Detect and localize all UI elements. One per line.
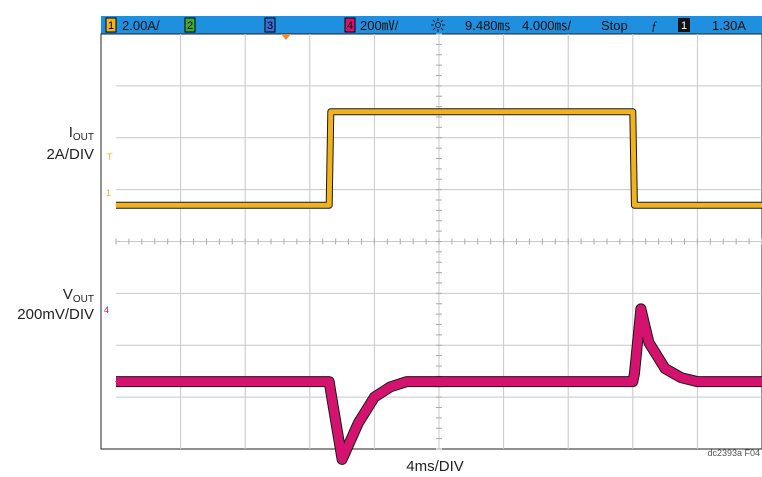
data-point-vout <box>696 381 699 383</box>
data-point-vout <box>373 396 375 398</box>
ch4-badge-box <box>344 17 356 33</box>
data-point-vout <box>406 381 408 383</box>
ch1-trigger-marker: T <box>107 152 113 162</box>
vout-label: VOUT <box>0 286 94 308</box>
ch3-badge-box <box>264 17 276 33</box>
data-point-iout <box>330 111 332 113</box>
run-state: Stop <box>601 18 628 33</box>
ch1-badge-box <box>105 17 117 33</box>
data-point-vout <box>330 391 332 393</box>
traces <box>115 108 762 465</box>
vout-label-main: V <box>62 286 73 303</box>
trigger-delay: 9.480㎳ <box>465 18 511 33</box>
data-point-vout <box>632 381 634 383</box>
x-axis-label: 4ms/DIV <box>406 458 464 475</box>
data-point-vout <box>341 458 343 460</box>
iout-label: IOUT <box>0 124 94 146</box>
data-point-vout <box>680 377 682 379</box>
data-point-iout <box>115 204 117 206</box>
data-point-vout <box>328 381 330 383</box>
ch1-ground-marker: 1 <box>106 188 111 198</box>
trace-iout <box>116 109 762 208</box>
iout-label-main: I <box>68 124 73 141</box>
vout-label-sub: OUT <box>72 294 94 305</box>
data-point-vout <box>648 342 650 344</box>
data-point-iout <box>632 111 634 113</box>
vout-scale-label: 200mV/DIV <box>17 306 94 323</box>
ch1-badge: 1 <box>108 20 114 32</box>
channel-markers: T 1 4 <box>104 34 291 315</box>
figure-credit: dc2393a F04 <box>707 448 760 458</box>
data-point-vout <box>115 381 117 383</box>
trigger-position-marker <box>281 34 291 40</box>
acquire-spark-icon <box>431 18 445 32</box>
trigger-edge-icon: ƒ <box>651 18 658 33</box>
data-point-vout <box>640 308 642 310</box>
timebase: 4.000㎳/ <box>522 18 572 33</box>
trigger-level: 1.30A <box>712 18 746 33</box>
ch2-badge-box <box>184 17 196 33</box>
plot-area: T 1 4 <box>100 33 762 465</box>
trigger-source-badge: 1 <box>681 20 687 32</box>
data-point-vout <box>357 422 359 424</box>
status-bar: 1 2.00A/ 2 3 4 200㎷/ 9.480㎳ 4.000㎳/ Stop… <box>101 16 762 34</box>
data-point-iout <box>328 204 330 206</box>
data-point-vout <box>633 373 636 375</box>
ch2-badge: 2 <box>187 20 193 32</box>
data-point-vout <box>664 368 666 370</box>
iout-scale-label: 2A/DIV <box>46 146 94 163</box>
ch4-badge: 4 <box>347 20 353 32</box>
trigger-source-badge-box <box>678 18 690 32</box>
ch4-scale: 200㎷/ <box>360 18 399 33</box>
ch4-ground-marker: 4 <box>104 305 109 315</box>
ch3-badge: 3 <box>267 20 273 32</box>
trace-vout <box>116 304 762 464</box>
ch1-scale: 2.00A/ <box>122 18 160 33</box>
data-point-vout <box>389 386 392 388</box>
data-point-iout <box>633 204 636 206</box>
iout-label-sub: OUT <box>72 132 94 143</box>
